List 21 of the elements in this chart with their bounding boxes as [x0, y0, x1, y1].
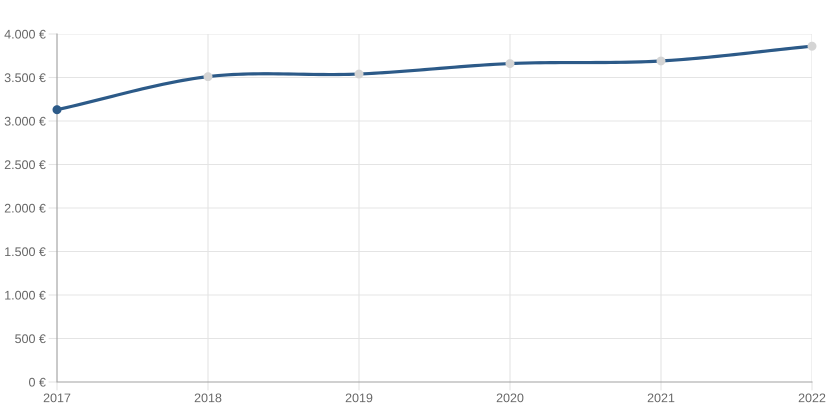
y-tick-label: 1.000 € — [5, 290, 46, 300]
y-tick-label: 1.500 € — [5, 247, 46, 256]
y-tick-label: 2.500 € — [4, 160, 46, 170]
x-tick-label: 2022 — [798, 393, 826, 402]
y-tick-label: 4.000 € — [4, 30, 46, 39]
point — [354, 70, 364, 79]
y-tick-label: 2.000 € — [4, 204, 46, 213]
x-tick-label: 2018 — [194, 393, 222, 402]
x-tick-label: 2020 — [496, 393, 524, 402]
point — [505, 59, 515, 68]
point — [807, 42, 817, 51]
y-tick-label: 3.000 € — [4, 116, 46, 126]
x-tick-label: 2019 — [346, 393, 372, 402]
y-tick-label: 3.500 € — [4, 73, 46, 82]
x-tick-label: 2017 — [44, 393, 70, 402]
y-tick-label: 500 € — [15, 334, 46, 344]
x-tick-label: 2021 — [648, 393, 674, 402]
point — [656, 56, 666, 66]
point — [203, 72, 213, 82]
point — [52, 105, 62, 114]
y-tick-label: 0 € — [29, 378, 46, 387]
